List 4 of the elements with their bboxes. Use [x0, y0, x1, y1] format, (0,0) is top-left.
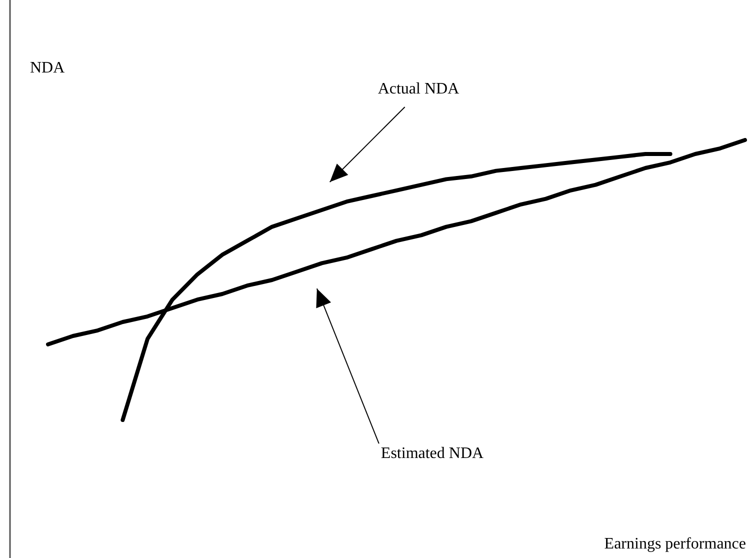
y-axis-title: NDA: [30, 60, 66, 76]
text: Estimated NDA: [380, 445, 484, 462]
text: Earnings performance: [604, 536, 746, 552]
text: Actual NDA: [378, 80, 460, 98]
